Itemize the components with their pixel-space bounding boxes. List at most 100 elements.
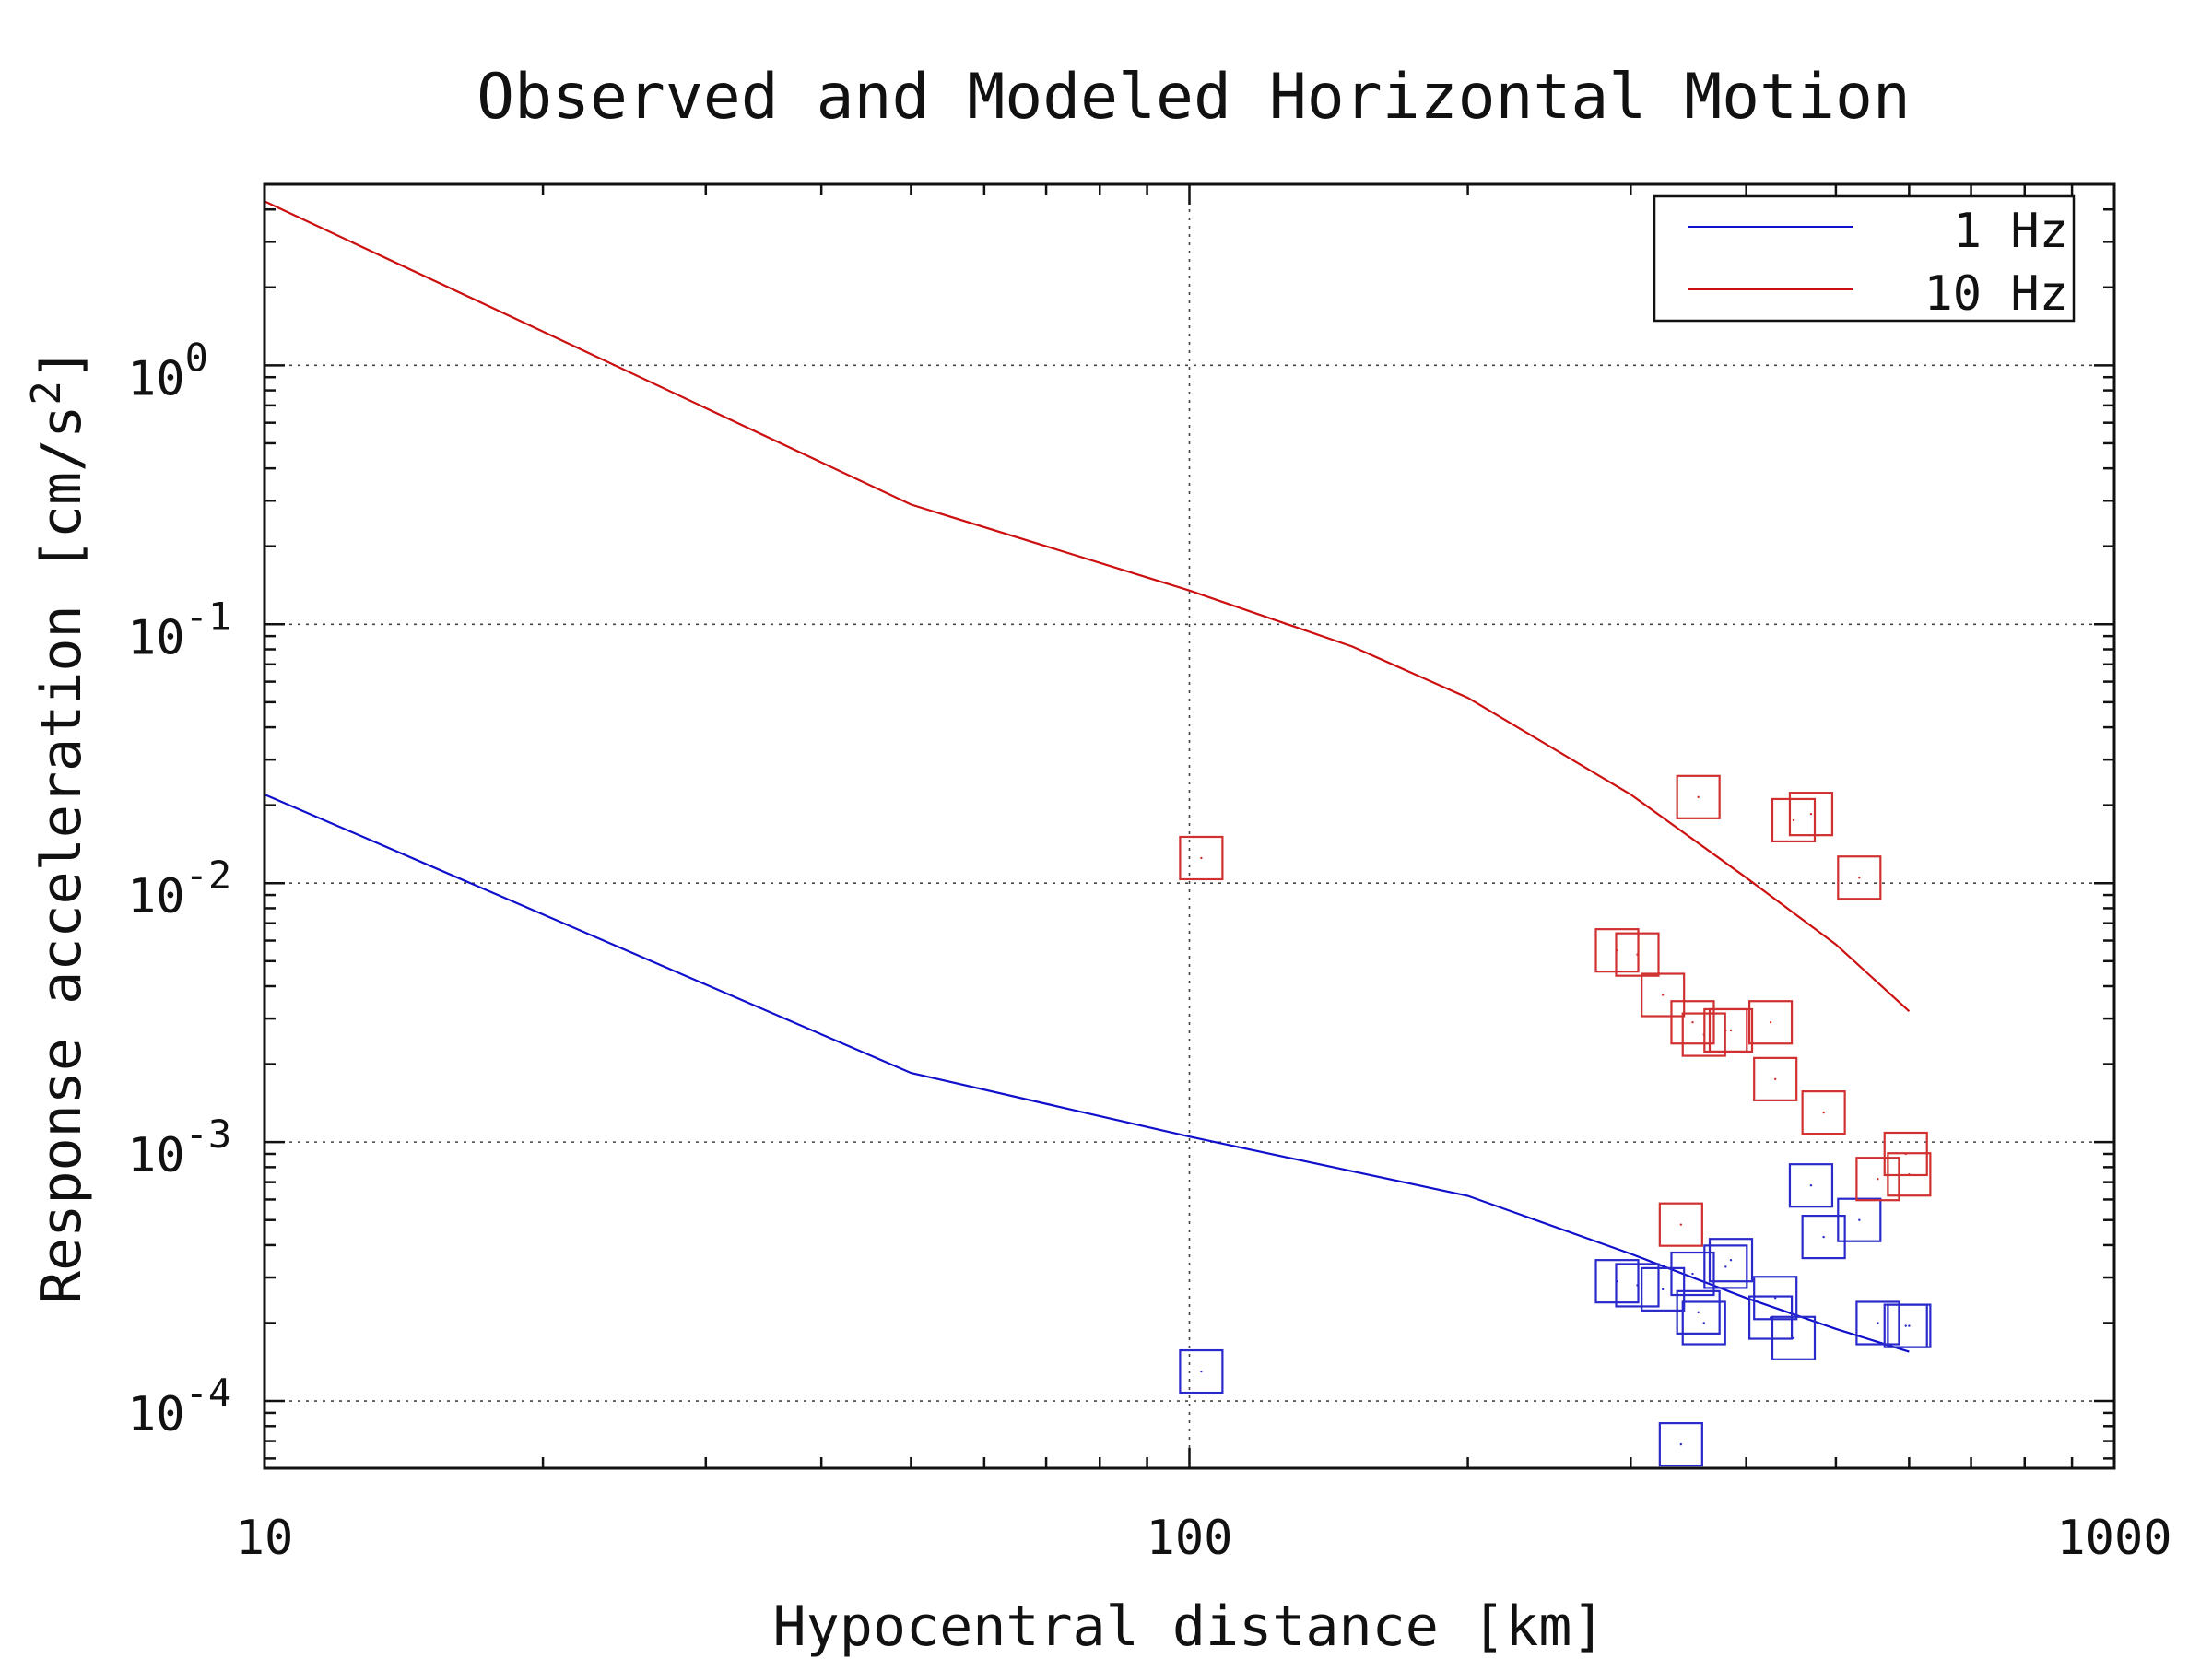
y-tick-label-base: 10 <box>127 351 185 406</box>
observed-marker-10hz-center <box>1679 1223 1683 1226</box>
x-tick-label: 100 <box>1147 1511 1233 1566</box>
observed-marker-1hz <box>1837 1197 1882 1242</box>
observed-marker-1hz <box>1788 1163 1834 1208</box>
y-tick-label-base: 10 <box>127 610 185 665</box>
observed-marker-1hz <box>1703 1244 1748 1289</box>
observed-marker-1hz-center <box>1679 1442 1683 1446</box>
observed-marker-10hz-center <box>1724 1029 1727 1032</box>
y-axis-label-close: ] <box>29 347 94 381</box>
legend-box <box>1653 194 2076 323</box>
observed-marker-10hz <box>1801 1090 1846 1135</box>
x-tick-label: 10 <box>236 1511 294 1566</box>
observed-marker-1hz <box>1887 1303 1932 1348</box>
observed-marker-1hz-center <box>1877 1322 1879 1324</box>
observed-marker-1hz <box>1771 1315 1817 1360</box>
observed-marker-10hz-center <box>1877 1178 1879 1181</box>
observed-marker-1hz <box>1801 1215 1846 1260</box>
observed-marker-1hz-center <box>1702 1322 1705 1324</box>
observed-marker-1hz-center <box>1773 1297 1777 1300</box>
observed-marker-1hz <box>1708 1238 1754 1283</box>
observed-marker-1hz-center <box>1822 1235 1825 1239</box>
y-tick-label-exponent: -1 <box>185 594 232 639</box>
legend-label-1hz: 1 Hz <box>1953 204 2068 259</box>
observed-marker-10hz-center <box>1908 1173 1911 1176</box>
y-axis-label-exponent: 2 <box>23 381 70 406</box>
observed-marker-1hz <box>1670 1251 1715 1297</box>
observed-marker-1hz <box>1615 1263 1660 1308</box>
observed-marker-10hz <box>1771 797 1817 843</box>
y-tick-label: 10-4 <box>127 1371 231 1442</box>
observed-marker-10hz <box>1676 774 1721 819</box>
observed-marker-1hz-center <box>1697 1311 1700 1314</box>
observed-marker-10hz-center <box>1697 795 1700 799</box>
y-tick-label-base: 10 <box>127 1387 185 1442</box>
y-axis-label-text: Response acceleration [cm/s <box>29 406 94 1304</box>
y-tick-label-exponent: -3 <box>185 1112 232 1157</box>
y-tick-label: 10-3 <box>127 1112 231 1183</box>
observed-marker-10hz <box>1837 855 1882 900</box>
axis-ticks <box>263 182 2114 1468</box>
y-tick-label: 100 <box>127 335 208 406</box>
observed-marker-10hz <box>1753 1056 1798 1101</box>
observed-marker-1hz <box>1658 1422 1703 1467</box>
observed-marker-1hz-center <box>1724 1265 1727 1268</box>
observed-marker-10hz <box>1615 932 1660 977</box>
y-tick-label-exponent: 0 <box>185 335 208 380</box>
observed-marker-10hz-center <box>1636 953 1639 956</box>
observed-marker-1hz <box>1179 1348 1224 1394</box>
grid-lines <box>265 184 2114 1468</box>
observed-marker-10hz-center <box>1822 1111 1825 1114</box>
observed-marker-1hz <box>1753 1276 1798 1321</box>
legend: 1 Hz 10 Hz <box>1653 194 2076 323</box>
observed-marker-1hz <box>1676 1289 1721 1335</box>
observed-marker-10hz-center <box>1858 877 1861 879</box>
observed-marker-1hz <box>1641 1266 1686 1312</box>
observed-marker-10hz <box>1708 1007 1754 1053</box>
observed-marker-10hz <box>1855 1157 1900 1202</box>
model-line-10hz <box>264 200 1911 1013</box>
observed-marker-10hz-center <box>1809 812 1813 816</box>
observed-marker-10hz <box>1747 1000 1794 1045</box>
observed-marker-1hz-center <box>1858 1218 1861 1221</box>
observed-marker-10hz <box>1641 972 1686 1018</box>
observed-marker-10hz-center <box>1661 994 1665 996</box>
observed-marker-10hz-center <box>1769 1021 1772 1024</box>
observed-marker-10hz <box>1670 1000 1715 1045</box>
observed-marker-1hz <box>1681 1300 1726 1346</box>
observed-marker-1hz-center <box>1908 1324 1911 1327</box>
observed-marker-10hz-center <box>1729 1029 1733 1032</box>
chart-title: Observed and Modeled Horizontal Motion <box>477 61 1911 134</box>
y-tick-label: 10-2 <box>127 853 231 924</box>
observed-marker-1hz-center <box>1769 1316 1772 1319</box>
observed-marker-1hz-center <box>1792 1336 1795 1339</box>
model-line-1hz <box>264 793 1910 1353</box>
y-tick-label-exponent: -4 <box>185 1371 232 1416</box>
legend-label-10hz: 10 Hz <box>1924 266 2068 322</box>
observed-marker-1hz-center <box>1636 1284 1639 1287</box>
y-tick-label-base: 10 <box>127 869 185 924</box>
y-tick-label: 10-1 <box>127 594 231 665</box>
x-axis-label: Hypocentral distance [km] <box>772 1594 1605 1659</box>
y-tick-label-base: 10 <box>127 1128 185 1183</box>
observed-marker-10hz-center <box>1200 856 1203 860</box>
y-axis-label: Response acceleration [cm/s2] <box>23 347 94 1304</box>
y-tick-label-exponent: -2 <box>185 853 232 898</box>
plot-series <box>264 200 1932 1467</box>
observed-marker-1hz-center <box>1200 1370 1203 1373</box>
observed-marker-10hz <box>1658 1202 1703 1247</box>
observed-marker-10hz <box>1887 1152 1932 1197</box>
observed-marker-1hz-center <box>1661 1288 1665 1291</box>
observed-marker-10hz <box>1179 835 1224 881</box>
observed-marker-10hz <box>1788 792 1834 837</box>
observed-marker-10hz-center <box>1792 818 1795 822</box>
observed-marker-1hz-center <box>1729 1259 1733 1262</box>
observed-marker-10hz-center <box>1773 1077 1777 1081</box>
observed-marker-1hz <box>1855 1300 1900 1346</box>
observed-marker-10hz-center <box>1691 1021 1694 1024</box>
observed-marker-1hz-center <box>1809 1183 1813 1187</box>
x-tick-label: 1000 <box>2056 1511 2171 1566</box>
observed-marker-1hz-center <box>1904 1324 1907 1327</box>
